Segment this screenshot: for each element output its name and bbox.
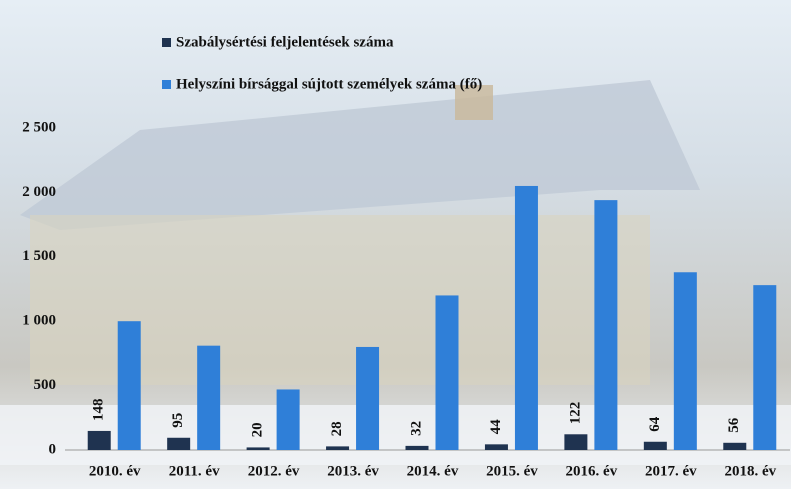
x-tick-label: 2015. év — [486, 463, 538, 479]
bar — [167, 438, 190, 450]
x-tick-label: 2016. év — [566, 463, 618, 479]
legend-swatch — [162, 80, 171, 89]
chart: Szabálysértési feljelentések száma Helys… — [0, 0, 791, 489]
y-tick-label: 500 — [34, 377, 57, 393]
bar — [753, 285, 776, 450]
y-tick-label: 2 000 — [22, 184, 56, 200]
bar — [594, 200, 617, 450]
bar — [674, 272, 697, 450]
data-label: 148 — [91, 398, 107, 421]
y-tick-label: 1 000 — [22, 313, 56, 329]
data-label: 20 — [250, 422, 266, 437]
data-label: 64 — [647, 416, 663, 432]
x-tick-label: 2018. év — [724, 463, 776, 479]
bar — [564, 434, 587, 450]
bar — [277, 389, 300, 450]
y-tick-label: 0 — [49, 441, 57, 457]
bar — [644, 442, 667, 450]
data-label: 32 — [408, 421, 424, 436]
bar — [356, 347, 379, 450]
y-tick-label: 1 500 — [22, 248, 56, 264]
data-label: 56 — [726, 417, 742, 433]
x-tick-label: 2012. év — [248, 463, 300, 479]
bar — [326, 446, 349, 450]
x-tick-label: 2013. év — [327, 463, 379, 479]
data-label: 44 — [488, 419, 504, 435]
bar — [723, 443, 746, 450]
bar — [88, 431, 111, 450]
bar — [515, 186, 538, 450]
bar — [118, 321, 141, 450]
x-tick-label: 2010. év — [89, 463, 141, 479]
bar — [485, 444, 508, 450]
x-tick-label: 2017. év — [645, 463, 697, 479]
legend-label: Helyszíni bírsággal sújtott személyek sz… — [176, 76, 482, 92]
x-tick-label: 2011. év — [169, 463, 220, 479]
data-label: 122 — [567, 402, 583, 425]
bar — [436, 295, 459, 450]
legend-swatch — [162, 38, 171, 47]
bar — [247, 447, 270, 450]
bar — [197, 346, 220, 450]
bar — [406, 446, 429, 450]
data-label: 28 — [329, 421, 345, 436]
legend-label: Szabálysértési feljelentések száma — [176, 34, 394, 50]
data-label: 95 — [170, 413, 186, 428]
y-tick-label: 2 500 — [22, 119, 56, 135]
x-tick-label: 2014. év — [407, 463, 459, 479]
